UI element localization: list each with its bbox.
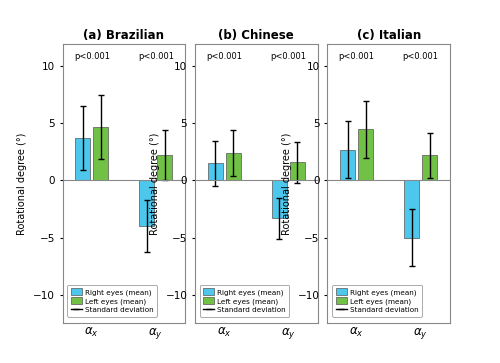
Text: p<0.001: p<0.001 xyxy=(74,52,110,61)
Bar xyxy=(404,180,419,237)
Title: (a) Brazilian: (a) Brazilian xyxy=(84,29,164,42)
Y-axis label: Rotational degree (°): Rotational degree (°) xyxy=(282,132,292,234)
Bar xyxy=(140,180,154,226)
Bar xyxy=(358,129,373,180)
Bar xyxy=(76,138,90,180)
Title: (c) Italian: (c) Italian xyxy=(356,29,421,42)
Text: p<0.001: p<0.001 xyxy=(402,52,438,61)
Bar xyxy=(340,150,355,180)
Text: p<0.001: p<0.001 xyxy=(270,52,306,61)
Bar xyxy=(272,180,286,218)
Bar xyxy=(94,127,108,180)
Text: p<0.001: p<0.001 xyxy=(338,52,374,61)
Legend: Right eyes (mean), Left eyes (mean), Standard deviation: Right eyes (mean), Left eyes (mean), Sta… xyxy=(68,285,157,317)
Y-axis label: Rotational degree (°): Rotational degree (°) xyxy=(18,132,28,234)
Bar xyxy=(208,163,222,180)
Legend: Right eyes (mean), Left eyes (mean), Standard deviation: Right eyes (mean), Left eyes (mean), Sta… xyxy=(200,285,290,317)
Title: (b) Chinese: (b) Chinese xyxy=(218,29,294,42)
Y-axis label: Rotational degree (°): Rotational degree (°) xyxy=(150,132,160,234)
Bar xyxy=(158,155,172,180)
Bar xyxy=(422,155,437,180)
Bar xyxy=(226,153,241,180)
Text: p<0.001: p<0.001 xyxy=(206,52,242,61)
Bar xyxy=(290,162,305,180)
Legend: Right eyes (mean), Left eyes (mean), Standard deviation: Right eyes (mean), Left eyes (mean), Sta… xyxy=(332,285,422,317)
Text: p<0.001: p<0.001 xyxy=(138,52,174,61)
